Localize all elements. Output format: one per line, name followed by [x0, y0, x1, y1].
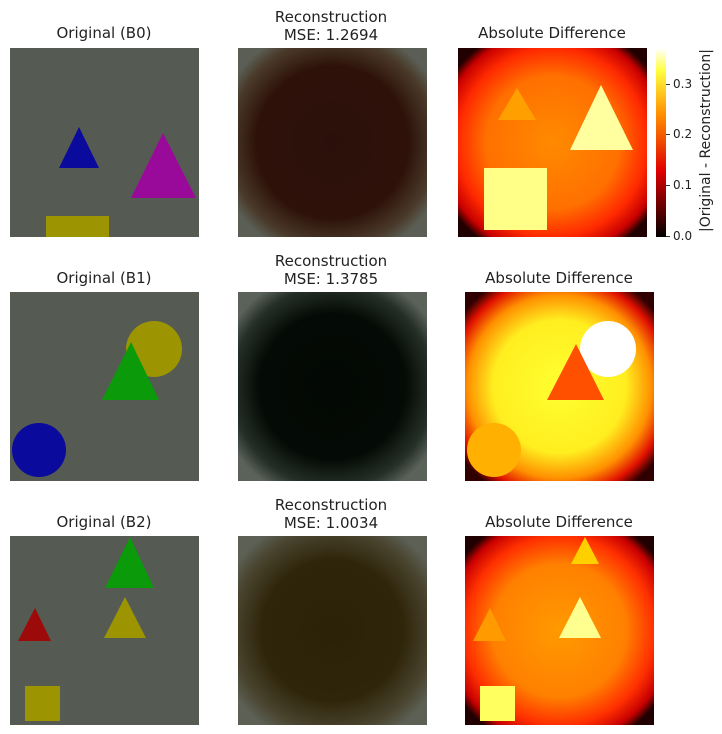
original-image-b1: [10, 292, 199, 481]
reconstruction-label: Reconstruction: [274, 252, 388, 270]
colorbar-tick-label: 0.3: [673, 77, 693, 91]
colorbar-tick-mark: [666, 185, 670, 186]
original-image-b0: [10, 48, 199, 237]
reconstruction-label: Reconstruction: [274, 496, 388, 514]
reconstruction-image-b0: [238, 48, 427, 237]
original-title-b0: Original (B0): [56, 24, 152, 42]
difference-title-b2: Absolute Difference: [485, 513, 633, 531]
colorbar-tick-mark: [666, 134, 670, 135]
difference-title-b0: Absolute Difference: [478, 24, 626, 42]
colorbar-tick-mark: [666, 236, 670, 237]
mse-value: MSE: 1.0034: [283, 514, 379, 532]
colorbar: [656, 48, 666, 237]
reconstruction-image-b1: [238, 292, 427, 481]
reconstruction-title-b1: Reconstruction MSE: 1.3785: [275, 252, 387, 288]
original-title-b1: Original (B1): [56, 269, 152, 287]
difference-image-b1: [465, 292, 654, 481]
colorbar-tick-label: 0.0: [673, 229, 693, 243]
colorbar-label: |Original - Reconstruction|: [698, 49, 714, 232]
colorbar-tick-label: 0.1: [673, 178, 693, 192]
mse-value: MSE: 1.3785: [283, 270, 379, 288]
difference-title-b1: Absolute Difference: [485, 269, 633, 287]
difference-image-b2: [465, 536, 654, 725]
original-title-b2: Original (B2): [56, 513, 152, 531]
colorbar-tick-mark: [666, 84, 670, 85]
reconstruction-label: Reconstruction: [274, 8, 388, 26]
difference-image-b0: [458, 48, 647, 237]
reconstruction-image-b2: [238, 536, 427, 725]
reconstruction-title-b0: Reconstruction MSE: 1.2694: [275, 8, 387, 44]
mse-value: MSE: 1.2694: [283, 26, 379, 44]
colorbar-tick-label: 0.2: [673, 127, 693, 141]
original-image-b2: [10, 536, 199, 725]
reconstruction-title-b2: Reconstruction MSE: 1.0034: [275, 496, 387, 532]
